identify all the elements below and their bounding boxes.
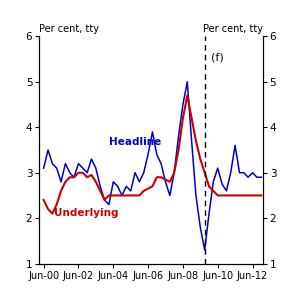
Text: Headline: Headline bbox=[109, 138, 161, 148]
Text: Per cent, tty: Per cent, tty bbox=[39, 24, 99, 34]
Text: Underlying: Underlying bbox=[54, 208, 118, 218]
Text: (f): (f) bbox=[210, 52, 223, 62]
Text: Per cent, tty: Per cent, tty bbox=[203, 24, 263, 34]
